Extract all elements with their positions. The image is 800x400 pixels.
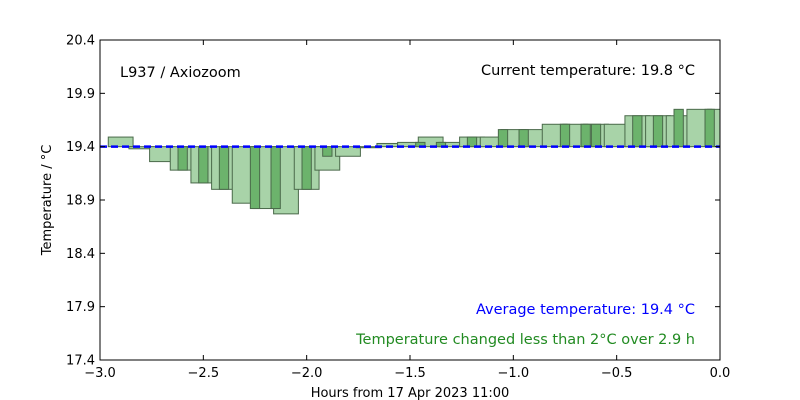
temperature-bar xyxy=(107,136,134,148)
chart-title: L937 / Axiozoom xyxy=(120,65,241,81)
x-tick-label: −0.5 xyxy=(601,366,633,381)
average-temperature-label: Average temperature: 19.4 °C xyxy=(476,302,695,318)
temperature-bar-overlay xyxy=(198,146,209,184)
y-tick-label: 18.4 xyxy=(66,247,95,262)
x-tick-label: 0.0 xyxy=(710,366,731,381)
temperature-bar-overlay xyxy=(590,123,602,148)
y-tick-label: 19.4 xyxy=(66,140,95,155)
temperature-bar-overlay xyxy=(652,115,664,148)
y-tick-label: 18.9 xyxy=(66,194,95,209)
temperature-bar-overlay xyxy=(559,123,571,148)
y-axis-label: Temperature / °C xyxy=(40,145,55,257)
y-tick-label: 20.4 xyxy=(66,34,95,49)
x-axis-label: Hours from 17 Apr 2023 11:00 xyxy=(311,386,510,400)
bars-dark-series xyxy=(177,108,715,210)
y-tick-label: 17.9 xyxy=(66,300,95,315)
temperature-bar-overlay xyxy=(518,129,529,148)
temperature-bar-overlay xyxy=(301,146,312,190)
x-tick-label: −1.0 xyxy=(498,366,530,381)
temperature-bar-overlay xyxy=(218,146,230,190)
temperature-change-label: Temperature changed less than 2°C over 2… xyxy=(355,332,695,348)
temperature-bar-overlay xyxy=(322,146,333,157)
temperature-bar-overlay xyxy=(632,115,643,148)
current-temperature-label: Current temperature: 19.8 °C xyxy=(481,63,695,79)
temperature-bar-overlay xyxy=(580,123,591,148)
temperature-bar-overlay xyxy=(249,146,261,210)
x-tick-label: −1.5 xyxy=(394,366,426,381)
temperature-bar-overlay xyxy=(673,108,684,148)
y-axis-ticks: 17.4 17.9 18.4 18.9 19.4 19.9 20.4 xyxy=(66,34,720,369)
x-tick-label: −2.0 xyxy=(291,366,323,381)
temperature-bar-overlay xyxy=(466,136,478,148)
x-tick-label: −2.5 xyxy=(188,366,220,381)
y-tick-label: 19.9 xyxy=(66,87,95,102)
temperature-bar-overlay xyxy=(497,129,509,148)
temperature-bar-overlay xyxy=(270,146,281,210)
temperature-bar-overlay xyxy=(704,108,715,148)
y-tick-label: 17.4 xyxy=(66,354,95,369)
x-axis-ticks: −3.0 −2.5 −2.0 −1.5 −1.0 −0.5 0.0 xyxy=(84,40,730,381)
x-tick-label: −3.0 xyxy=(84,366,116,381)
temperature-bar-overlay xyxy=(177,146,188,171)
